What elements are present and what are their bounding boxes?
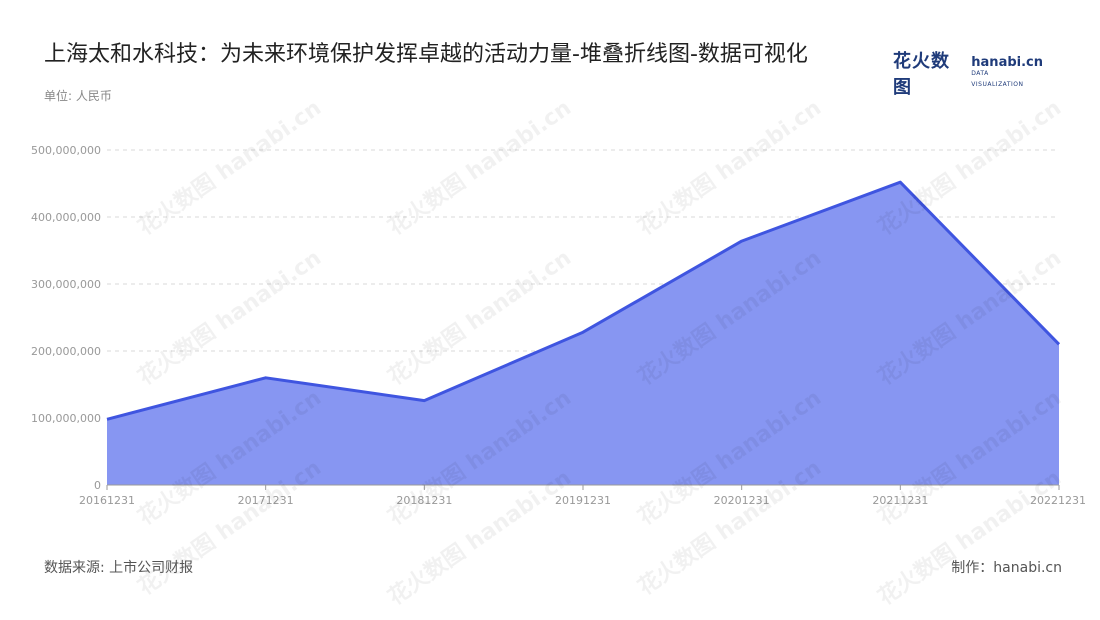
x-axis <box>106 484 1060 490</box>
data-source: 数据来源: 上市公司财报 <box>44 560 194 576</box>
x-tick-label: 20161231 <box>79 494 135 507</box>
x-tick-labels: 20161231 20171231 20181231 20191231 20201231… <box>79 494 1086 507</box>
x-tick-label: 20171231 <box>238 494 294 507</box>
series-line <box>106 180 1061 421</box>
y-tick-label: 200,000,000 <box>31 345 101 358</box>
x-tick-label: 20211231 <box>872 494 928 507</box>
x-tick-label: 20191231 <box>555 494 611 507</box>
y-tick-label: 400,000,000 <box>31 211 101 224</box>
logo-domain: hanabi.cn <box>971 54 1043 70</box>
x-tick-label: 20201231 <box>714 494 770 507</box>
logo-subtitle: DATA VISUALIZATION <box>971 69 1024 88</box>
unit-label: 单位: 人民币 <box>44 89 112 103</box>
y-tick-label: 500,000,000 <box>31 144 101 157</box>
credit-text: 制作：hanabi.cn <box>951 560 1062 576</box>
x-tick-label: 20221231 <box>1030 494 1086 507</box>
logo-text-en: hanabi.cn DATA VISUALIZATION <box>971 54 1043 90</box>
y-tick-labels: 0 100,000,000 200,000,000 300,000,000 400,00… <box>31 144 101 492</box>
brand-logo: 花火数图 hanabi.cn DATA VISUALIZATION <box>893 51 1043 98</box>
chart-title: 上海太和水科技：为未来环境保护发挥卓越的活动力量-堆叠折线图-数据可视化 <box>44 42 808 67</box>
x-tick-label: 20181231 <box>396 494 452 507</box>
logo-text-cn: 花火数图 <box>893 51 950 98</box>
y-tick-label: 100,000,000 <box>31 412 101 425</box>
y-tick-label: 0 <box>94 479 101 492</box>
y-tick-label: 300,000,000 <box>31 278 101 291</box>
